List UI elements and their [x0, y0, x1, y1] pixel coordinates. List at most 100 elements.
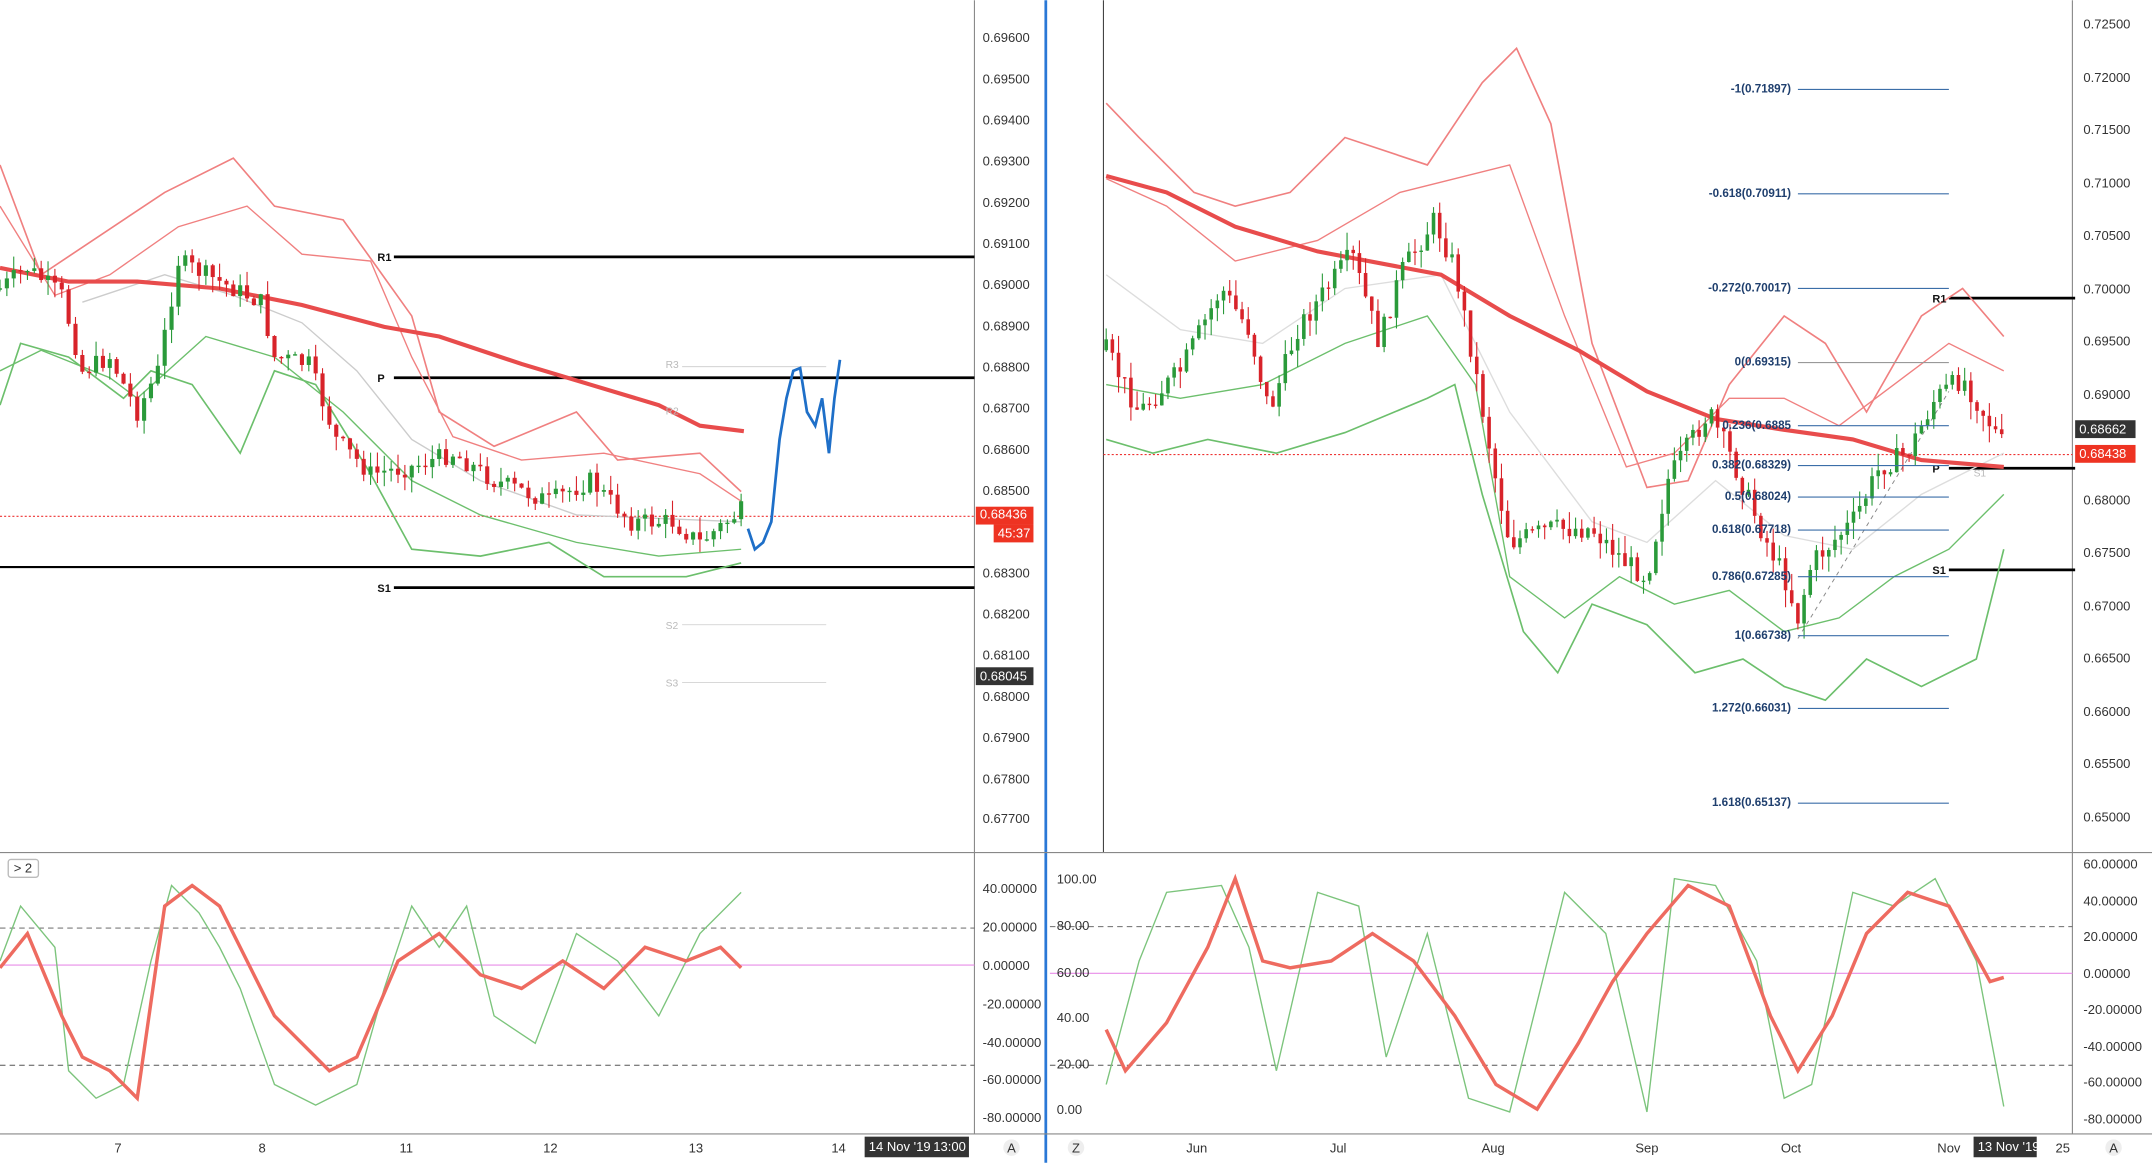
countdown: 45:37 — [998, 526, 1031, 541]
candle-body — [704, 539, 709, 541]
candle-body — [389, 468, 394, 471]
candle-body — [1820, 550, 1825, 557]
osc-tick: 20.00000 — [983, 919, 1037, 934]
candle-body — [45, 275, 51, 281]
candle-body — [1623, 553, 1627, 567]
candle-body — [107, 359, 112, 368]
indicator-toggle[interactable]: > 2 — [14, 860, 32, 875]
pivot-label: R1 — [377, 252, 391, 264]
pivot-label: P — [1932, 464, 1939, 476]
price-tick: 0.66500 — [2083, 650, 2130, 665]
scale-button[interactable]: A — [2109, 1140, 2118, 1155]
price-tick: 0.68500 — [983, 483, 1030, 498]
price-tick: 0.68200 — [983, 607, 1030, 622]
candle-body — [1289, 350, 1294, 355]
candle-body — [1981, 410, 1985, 416]
candle-body — [0, 288, 3, 290]
candle-body — [402, 474, 407, 478]
sma-mid — [82, 274, 742, 523]
month-label: Oct — [1781, 1140, 1802, 1155]
candle-body — [1240, 309, 1244, 320]
osc-slow — [1104, 873, 2005, 1112]
candle-body — [334, 424, 339, 437]
price-tick: 0.69500 — [983, 71, 1030, 86]
scale-button[interactable]: A — [1007, 1140, 1016, 1155]
zoom-button[interactable]: Z — [1072, 1140, 1080, 1155]
candle-body — [1938, 388, 1942, 402]
candle-body — [1734, 451, 1738, 478]
candle-body — [1913, 433, 1918, 457]
candle-body — [1258, 356, 1263, 382]
candle-body — [1147, 403, 1152, 406]
candle-body — [457, 456, 462, 459]
date-label: 13 — [689, 1140, 703, 1155]
candle-body — [341, 436, 346, 439]
candle-body — [588, 472, 593, 493]
band-upper-inner — [1105, 164, 2005, 468]
candle-body — [1450, 254, 1454, 258]
candle-body — [1388, 316, 1393, 319]
candle-body — [1234, 295, 1238, 310]
candle-body — [718, 522, 723, 532]
candle-body — [52, 275, 57, 283]
band-upper-inner — [0, 205, 742, 502]
candle-body — [231, 284, 236, 297]
candle-body — [1808, 569, 1813, 595]
date-label: 8 — [259, 1140, 266, 1155]
candle-body — [1135, 407, 1139, 410]
candle-body — [1604, 539, 1609, 544]
price-tick: 0.71500 — [2083, 122, 2130, 137]
candle-body — [1524, 529, 1528, 539]
candle-body — [1833, 539, 1837, 551]
candle-body — [1629, 557, 1633, 567]
candle-body — [368, 466, 373, 475]
candle-body — [1320, 287, 1325, 302]
candle-body — [4, 278, 9, 289]
candle-body — [1252, 334, 1257, 357]
candle-body — [1870, 476, 1874, 499]
date-label: 7 — [114, 1140, 121, 1155]
candle-body — [636, 518, 641, 531]
candle-body — [1505, 510, 1510, 538]
candle-body — [1931, 401, 1936, 420]
price-tick: 0.67800 — [983, 771, 1030, 786]
candle-body — [1104, 339, 1108, 351]
candle-body — [299, 354, 304, 365]
candle-body — [533, 498, 538, 504]
sma-long — [0, 265, 745, 434]
candle-body — [1122, 377, 1127, 379]
candle-body — [711, 531, 716, 540]
candle-body — [238, 285, 243, 297]
price-tick: 0.67700 — [983, 811, 1030, 826]
candle-body — [1888, 472, 1893, 475]
candle-body — [354, 449, 359, 459]
candle-body — [1851, 511, 1856, 523]
candle-body — [1444, 238, 1448, 258]
band-lower-inner — [0, 335, 742, 557]
candle-body — [485, 466, 490, 484]
candle-body — [1598, 533, 1603, 544]
price-tick: 0.69000 — [2083, 387, 2130, 402]
month-label: Aug — [1482, 1140, 1505, 1155]
osc-tick: -80.00000 — [2083, 1112, 2142, 1127]
candle-body — [73, 323, 78, 355]
candle-body — [1382, 316, 1386, 348]
candle-body — [1864, 498, 1868, 506]
candle-body — [1975, 402, 1979, 411]
fib-label: 1.272(0.66031) — [1712, 702, 1791, 715]
candle-body — [1351, 249, 1356, 254]
candle-body — [1227, 290, 1232, 296]
candle-body — [155, 365, 160, 384]
candle-body — [1827, 550, 1831, 557]
candle-body — [1437, 212, 1442, 239]
candle-body — [1209, 308, 1213, 320]
candle-body — [1697, 429, 1701, 437]
pivot-label: S3 — [666, 678, 679, 689]
date-label: 12 — [543, 1140, 557, 1155]
price-tick: 0.68100 — [983, 648, 1030, 663]
candle-body — [691, 532, 696, 540]
candle-body — [258, 294, 263, 306]
candle-body — [1691, 429, 1695, 438]
candle-body — [1672, 460, 1677, 479]
